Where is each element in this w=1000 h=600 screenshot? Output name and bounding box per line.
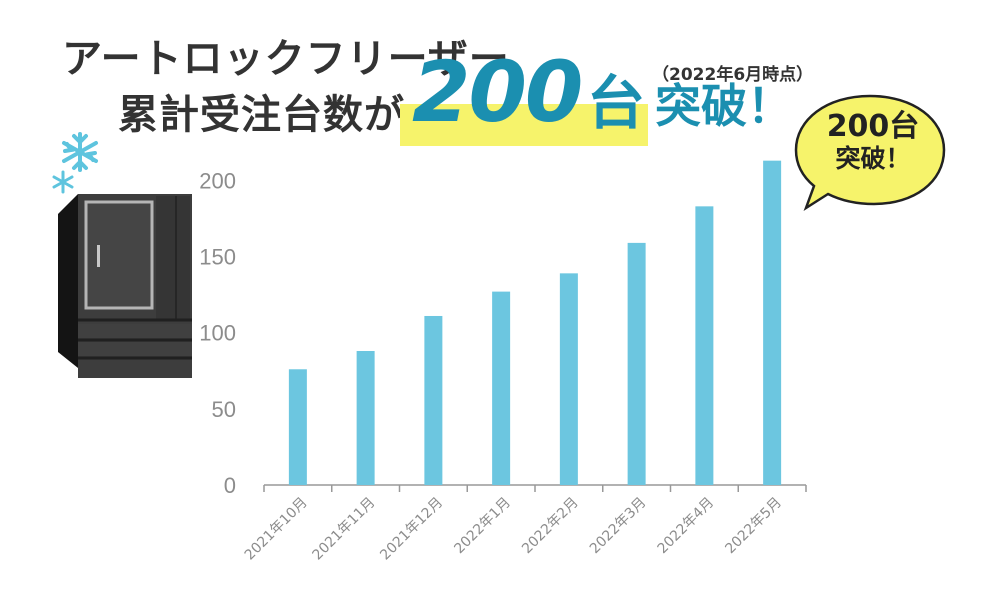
headline-subtitle: 累計受注台数が [118, 92, 405, 138]
x-category-label: 2022年3月 [587, 495, 650, 558]
x-category-label: 2021年12月 [377, 495, 446, 564]
x-category-label: 2022年4月 [655, 495, 718, 558]
speech-bubble [794, 94, 946, 212]
y-tick-label: 50 [212, 397, 236, 422]
x-category-label: 2021年11月 [310, 495, 379, 564]
bar-4 [492, 291, 511, 485]
snowflake-small-icon [52, 170, 74, 194]
bubble-line-2: 突破！ [835, 143, 911, 173]
bar-5 [559, 273, 578, 485]
freezer-illustration [52, 132, 192, 378]
speech-bubble-shape [794, 94, 946, 212]
y-tick-label: 200 [199, 168, 236, 193]
headline-big-unit: 台 [587, 69, 646, 137]
headline-breakthrough: 突破！ [655, 79, 793, 133]
bar-1 [288, 369, 307, 485]
bar-3 [424, 315, 443, 485]
highlight-marker [400, 104, 648, 146]
y-tick-label: 100 [199, 321, 236, 346]
x-category-label: 2022年1月 [451, 495, 514, 558]
headline-big-number: 200 [412, 43, 583, 141]
bar-7 [695, 206, 714, 485]
freezer-icon [58, 194, 192, 378]
bar-8 [763, 160, 782, 485]
bar-6 [627, 242, 646, 485]
y-tick-label: 150 [199, 245, 236, 270]
x-category-label: 2021年10月 [242, 495, 311, 564]
y-tick-label: 0 [224, 473, 236, 498]
x-category-label: 2022年2月 [519, 495, 582, 558]
snowflake-icon [62, 132, 98, 172]
headline-product-name: アートロックフリーザー [62, 36, 510, 82]
speech-bubble-text: 200台 突破！ [818, 109, 928, 173]
bar-2 [356, 351, 375, 485]
bubble-line-1: 200台 [826, 109, 920, 144]
headline-date-note: （2022年6月時点） [652, 65, 814, 85]
x-category-label: 2022年5月 [722, 495, 785, 558]
